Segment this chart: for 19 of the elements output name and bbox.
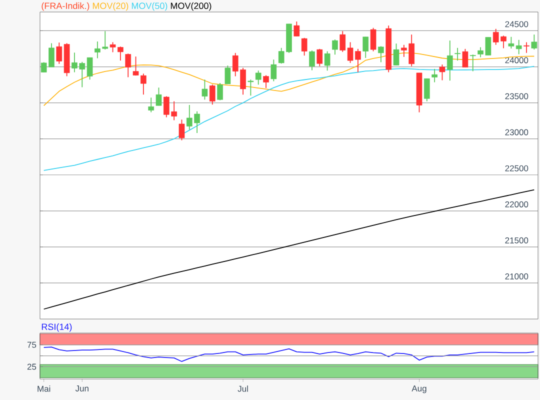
y-tick-label: 25 bbox=[27, 364, 36, 370]
x-tick-label: Jul bbox=[238, 386, 248, 392]
y-tick-label: 23000 bbox=[505, 129, 528, 136]
y-tick-label: 21500 bbox=[505, 237, 528, 244]
text: MOV(50) bbox=[132, 2, 168, 11]
text: MOV(200) bbox=[170, 2, 212, 11]
text: (FRA-Indik.) bbox=[42, 2, 90, 11]
text: MOV(20) bbox=[92, 2, 128, 11]
y-tick-label: 21000 bbox=[505, 273, 528, 280]
y-tick-label: 24500 bbox=[505, 21, 528, 28]
y-tick-label: 23500 bbox=[505, 93, 528, 100]
y-tick-label: 22500 bbox=[505, 165, 528, 172]
y-tick-label: 24000 bbox=[505, 57, 528, 64]
x-tick-label: Mai bbox=[38, 386, 50, 392]
x-tick-label: Aug bbox=[412, 386, 426, 394]
series-label: RSI(14) bbox=[42, 323, 72, 332]
y-tick-label: 75 bbox=[27, 342, 36, 348]
x-tick-label: Jun bbox=[75, 386, 88, 392]
y-tick-label: 22000 bbox=[505, 201, 528, 208]
